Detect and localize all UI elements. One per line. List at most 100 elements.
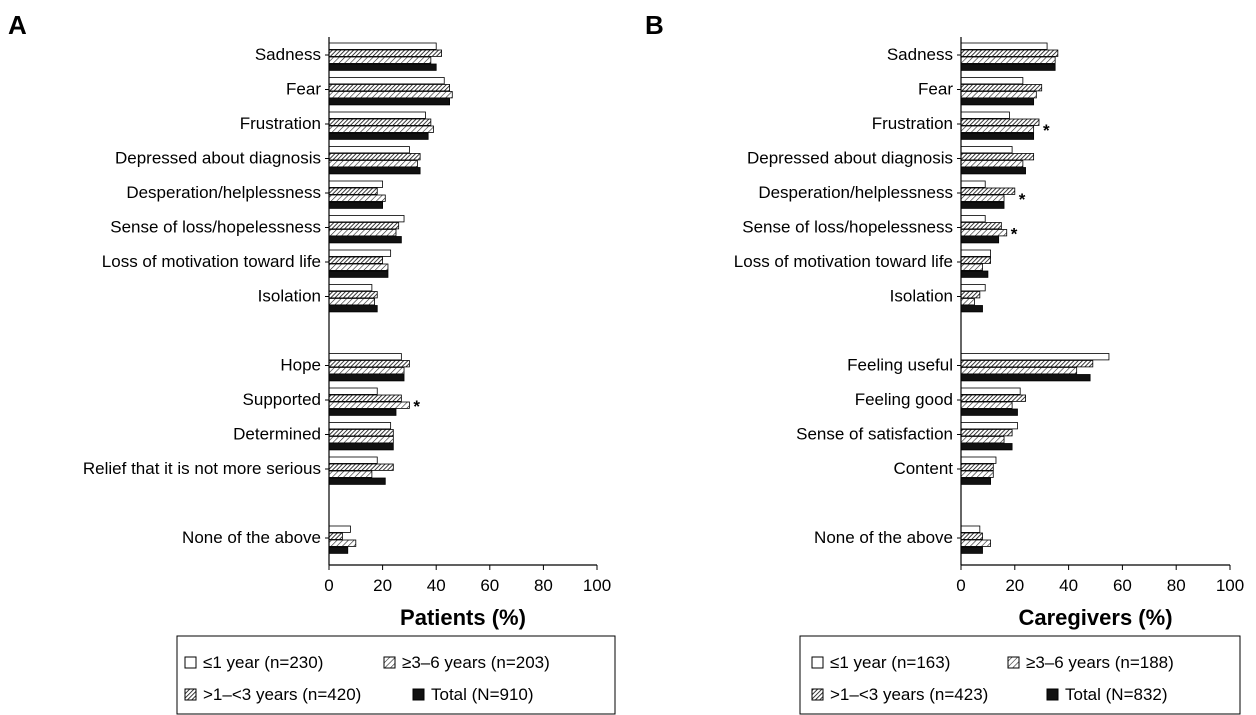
bar [960, 146, 1013, 154]
category-label: Fear [918, 80, 953, 99]
x-tick-label: 0 [324, 576, 333, 595]
category-label: Hope [280, 356, 321, 375]
bar [960, 194, 1005, 202]
bar [960, 215, 986, 223]
x-tick-label: 0 [956, 576, 965, 595]
bar [328, 401, 410, 409]
legend-label: ≤1 year (n=163) [830, 653, 950, 672]
panel-letter: B [645, 10, 664, 40]
legend-swatch-white [184, 656, 197, 669]
bar [960, 429, 1013, 437]
bar [960, 470, 994, 478]
panel-letter: A [8, 10, 27, 40]
bar [960, 77, 1024, 85]
category-label: Relief that it is not more serious [83, 459, 321, 478]
bar [960, 91, 1037, 99]
legend-swatch-black [412, 688, 425, 701]
category-label: Feeling good [855, 390, 953, 409]
bar [960, 394, 1026, 402]
bar [960, 84, 1043, 92]
category-label: Sadness [887, 45, 953, 64]
bar [960, 353, 1110, 361]
bar [960, 408, 1018, 416]
bar [960, 167, 1026, 175]
bar [328, 222, 400, 230]
bar [328, 153, 421, 161]
bar [960, 201, 1005, 209]
bar-chart: Sadness Fear Frustration * Depressed about d… [734, 37, 1244, 630]
bar [960, 401, 1013, 409]
bar [960, 98, 1035, 106]
bar-chart: Sadness Fear Frustration Depressed about di… [83, 37, 611, 630]
category-label: Feeling useful [847, 356, 953, 375]
legend-label: ≤1 year (n=230) [203, 653, 323, 672]
bar [328, 546, 349, 554]
legend-swatch-hatch-dense [184, 688, 197, 701]
legend-swatch-hatch-dense [811, 688, 824, 701]
bar [960, 456, 997, 464]
bar [328, 470, 373, 478]
bar [960, 387, 1021, 395]
bar [328, 42, 437, 50]
bar [328, 146, 410, 154]
bar [960, 532, 983, 540]
bar [960, 111, 1010, 119]
category-label: Frustration [872, 114, 953, 133]
bar [328, 298, 375, 306]
bar [328, 394, 402, 402]
bar [328, 132, 429, 140]
bar [328, 360, 410, 368]
significance-marker: * [413, 397, 420, 416]
x-tick-label: 60 [1113, 576, 1132, 595]
legend-swatch-hatch [1007, 656, 1020, 669]
x-axis-title: Patients (%) [400, 605, 526, 630]
bar [960, 49, 1059, 57]
legend-label: ≥3–6 years (n=203) [402, 653, 550, 672]
bar [328, 84, 450, 92]
significance-marker: * [1011, 225, 1018, 244]
category-label: Desperation/helplessness [758, 183, 953, 202]
bar [960, 263, 983, 271]
bar [960, 284, 986, 292]
bar [960, 125, 1035, 133]
bar [960, 153, 1035, 161]
bar [960, 374, 1091, 382]
category-label: Isolation [258, 287, 321, 306]
bar [328, 463, 394, 471]
bar [960, 180, 986, 188]
x-tick-label: 80 [1167, 576, 1186, 595]
legend-label: >1–<3 years (n=423) [830, 685, 988, 704]
bar [960, 236, 1000, 244]
bar [328, 98, 450, 106]
bar [328, 374, 405, 382]
bar [328, 201, 383, 209]
category-label: Fear [286, 80, 321, 99]
category-label: Loss of motivation toward life [734, 252, 953, 271]
bar [960, 229, 1008, 237]
bar [328, 91, 453, 99]
bar [328, 249, 392, 257]
category-label: Sense of loss/hopelessness [742, 218, 953, 237]
category-label: Sense of loss/hopelessness [110, 218, 321, 237]
bar [960, 160, 1024, 168]
bar [960, 256, 991, 264]
bar [328, 367, 405, 375]
category-label: Supported [243, 390, 321, 409]
bar [328, 180, 383, 188]
category-label: Depressed about diagnosis [115, 149, 321, 168]
legend-label: Total (N=832) [1065, 685, 1168, 704]
bar [960, 443, 1013, 451]
category-label: Desperation/helplessness [126, 183, 321, 202]
bar [328, 49, 442, 57]
bar [328, 539, 357, 547]
bar [328, 284, 373, 292]
x-tick-label: 40 [1059, 576, 1078, 595]
significance-marker: * [1019, 190, 1026, 209]
bar [328, 125, 434, 133]
bar [328, 443, 394, 451]
x-tick-label: 40 [427, 576, 446, 595]
bar [328, 63, 437, 71]
bar [328, 118, 432, 126]
category-label: Frustration [240, 114, 321, 133]
